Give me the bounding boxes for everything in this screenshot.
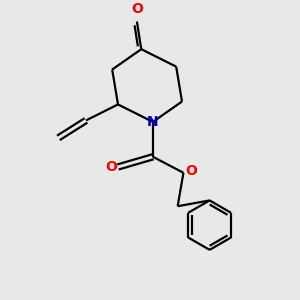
Text: O: O: [106, 160, 118, 174]
Text: O: O: [131, 2, 143, 16]
Text: N: N: [147, 115, 159, 129]
Text: O: O: [185, 164, 197, 178]
